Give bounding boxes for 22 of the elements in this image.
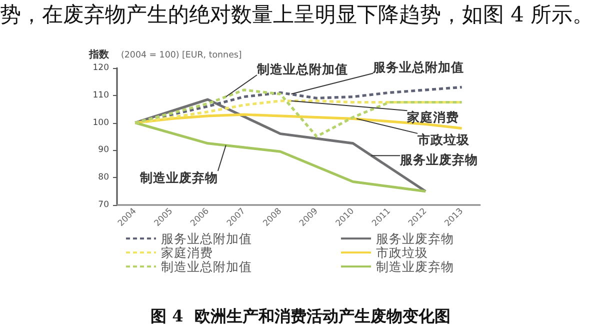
legend-label: 服务业废弃物 bbox=[376, 231, 454, 246]
annotation: 服务业废弃物 bbox=[399, 152, 478, 168]
text: 图 4 欧洲生产和消费活动产生废物变化图 bbox=[150, 306, 450, 326]
y-axis-title: 指数 bbox=[88, 48, 110, 60]
legend-label: 市政垃圾 bbox=[376, 245, 428, 260]
legend-label: 服务业总附加值 bbox=[161, 231, 252, 246]
text: 势，在废弃物产生的绝对数量上呈明显下降趋势，如图 4 所示。 bbox=[0, 2, 594, 26]
y-tick-label: 100 bbox=[92, 118, 109, 128]
legend-label: 家庭消费 bbox=[161, 245, 213, 260]
y-tick-label: 80 bbox=[98, 172, 109, 183]
annotation: 服务业总附加值 bbox=[372, 60, 464, 75]
annotation: 制造业总附加值 bbox=[256, 61, 348, 76]
legend-label: 制造业总附加值 bbox=[161, 259, 252, 274]
y-tick-label: 70 bbox=[98, 200, 109, 210]
legend-label: 制造业废弃物 bbox=[376, 259, 454, 274]
y-tick-label: 120 bbox=[92, 63, 109, 73]
annotation: 家庭消费 bbox=[406, 109, 460, 124]
y-tick-label: 90 bbox=[98, 145, 109, 156]
annotation: 制造业废弃物 bbox=[138, 170, 218, 185]
y-tick-label: 110 bbox=[92, 90, 109, 100]
text: (2004 = 100) [EUR, tonnes] bbox=[121, 50, 242, 60]
annotation: 市政垃圾 bbox=[416, 132, 471, 148]
